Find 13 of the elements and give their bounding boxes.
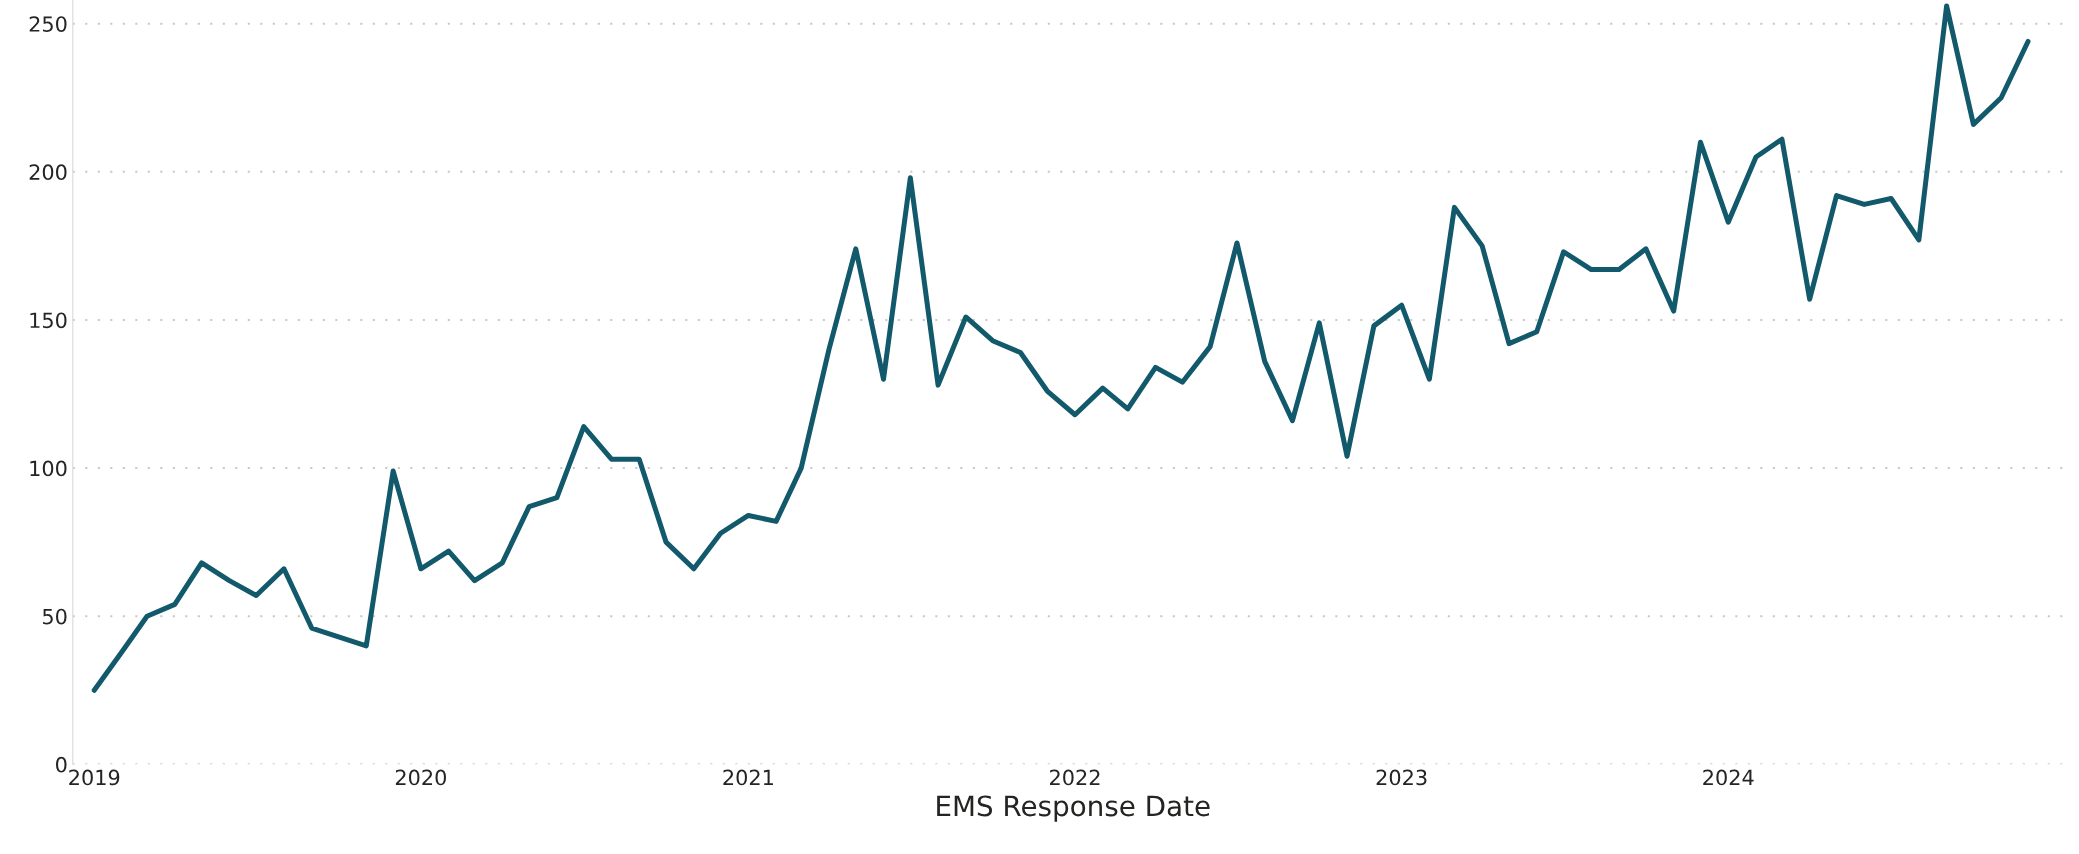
- x-tick-label: 2019: [69, 769, 120, 786]
- x-tick-label: 2022: [1050, 769, 1100, 786]
- x-tick-label: 2024: [1703, 769, 1754, 786]
- y-tick-label: 0: [56, 756, 67, 773]
- y-tick-label: 250: [29, 16, 67, 32]
- y-tick-label: 150: [30, 312, 67, 329]
- y-tick-label: 100: [30, 460, 67, 477]
- y-tick-label: 200: [29, 164, 67, 181]
- x-tick-label: 2023: [1376, 769, 1427, 786]
- y-tick-label: 50: [43, 608, 67, 625]
- x-tick-label: 2021: [723, 769, 773, 786]
- x-axis-title: EMS Response Date: [937, 795, 1210, 822]
- x-tick-label: 2020: [395, 769, 446, 786]
